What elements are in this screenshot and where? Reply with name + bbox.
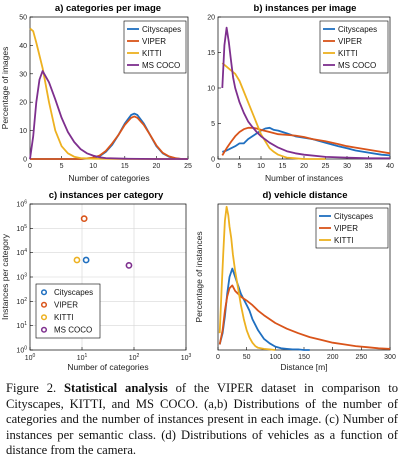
panel-c-ylabel: Instances per category [0,233,10,320]
y-tick-label: 101 [16,321,27,330]
x-tick-label: 10 [257,163,265,170]
x-tick-label: 40 [386,163,394,170]
y-tick-label: 106 [16,200,27,209]
y-tick-label: 20 [207,15,215,22]
legend-label-viper: VIPER [54,301,78,310]
x-tick-label: 102 [129,353,140,362]
legend-marker-viper [40,301,48,308]
y-tick-label: 105 [16,224,27,233]
caption-bold: Statistical analysis [64,381,168,395]
series-line-kitti [218,205,276,351]
x-tick-label: 300 [384,354,396,361]
y-tick-label: 15 [207,50,215,57]
x-tick-label: 100 [269,354,281,361]
legend-label-cityscapes: Cityscapes [54,288,93,297]
x-tick-label: 25 [322,163,330,170]
panel-c-xlabel: Number of categories [67,362,148,372]
y-tick-label: 100 [16,346,27,355]
panel-a-title: a) categories per image [55,3,161,14]
legend-label-ms-coco: MS COCO [54,326,92,335]
panel-a-categories-per-image: a) categories per image 0 5 10 15 20 25 0 10 20 3… [0,3,192,183]
legend-label-kitti: KITTI [142,49,162,58]
legend-marker-ms-coco [40,326,48,333]
legend-label-viper: VIPER [142,37,166,46]
y-tick-label: 50 [19,15,27,22]
legend-marker-kitti [40,314,48,321]
panel-b-xlabel: Number of instances [265,173,343,183]
series-line-viper [30,115,188,160]
point-kitti [73,256,81,264]
x-tick-label: 50 [243,354,251,361]
x-tick-label: 20 [300,163,308,170]
y-tick-label: 102 [16,297,27,306]
x-tick-label: 100 [25,353,36,362]
panel-a-xlabel: Number of categories [68,173,149,183]
legend-marker-cityscapes [40,289,48,296]
panel-c-title: c) instances per category [49,190,164,201]
panel-d-xlabel: Distance [m] [280,362,327,372]
series-line-cityscapes [222,126,391,157]
y-tick-label: 0 [211,157,215,164]
series-line-viper [221,126,391,156]
x-tick-label: 5 [60,163,64,170]
x-tick-label: 35 [365,163,373,170]
x-tick-label: 25 [184,163,192,170]
series-line-ms-coco [221,26,390,160]
panel-d-vehicle-distance: d) vehicle distance 0 50 100 150 200 250 300 D… [194,190,396,372]
y-tick-label: 10 [207,86,215,93]
y-tick-label: 30 [19,71,27,78]
panel-b-title: b) instances per image [254,3,357,14]
x-tick-label: 250 [355,354,367,361]
x-tick-label: 150 [298,354,310,361]
series-line-ms-coco [29,70,188,160]
x-tick-label: 10 [89,163,97,170]
legend-label-cityscapes: Cityscapes [334,212,373,221]
x-tick-label: 0 [28,163,32,170]
y-tick-label: 5 [211,121,215,128]
panel-a-ylabel: Percentage of images [0,47,10,130]
legend-label-viper: VIPER [338,37,362,46]
y-tick-label: 10 [19,128,27,135]
panel-d-ylabel: Percentage of instances [194,231,204,322]
point-viper [80,215,88,223]
x-tick-label: 101 [77,353,88,362]
legend-label-kitti: KITTI [338,49,358,58]
x-tick-label: 15 [279,163,287,170]
panel-c-instances-per-category: c) instances per category 100 101 102 103 10… [0,190,192,372]
y-tick-label: 104 [16,248,27,257]
figure-panels: a) categories per image 0 5 10 15 20 25010203… [0,3,396,372]
legend-label-kitti: KITTI [334,236,354,245]
panel-d-title: d) vehicle distance [262,190,347,201]
x-tick-label: 15 [121,163,129,170]
caption-text: of the VIPER dataset in comparison to Ci… [6,381,398,458]
panel-b-instances-per-image: b) instances per image 0 5 10 15 20 25 30 35 40 0… [207,3,394,183]
x-tick-label: 5 [238,163,242,170]
legend-label-cityscapes: Cityscapes [338,25,377,34]
x-tick-label: 200 [327,354,339,361]
legend-label-kitti: KITTI [54,313,74,322]
y-tick-label: 103 [16,273,27,282]
legend-label-ms-coco: MS COCO [338,61,376,70]
y-tick-label: 20 [19,100,27,107]
point-cityscapes [82,256,90,264]
legend-label-ms-coco: MS COCO [142,61,180,70]
point-ms-coco [125,261,133,269]
x-tick-label: 0 [216,354,220,361]
caption-label: Figure 2. [6,381,57,395]
x-tick-label: 20 [153,163,161,170]
y-tick-label: 0 [23,157,27,164]
legend-label-viper: VIPER [334,224,358,233]
x-tick-label: 0 [216,163,220,170]
x-tick-label: 103 [181,353,192,362]
figure-caption: Figure 2. Statistical analysis of the VI… [6,381,398,459]
series-line-viper [218,284,391,350]
y-tick-label: 40 [19,43,27,50]
legend-label-cityscapes: Cityscapes [142,25,181,34]
x-tick-label: 30 [343,163,351,170]
series-line-cityscapes [218,267,310,351]
